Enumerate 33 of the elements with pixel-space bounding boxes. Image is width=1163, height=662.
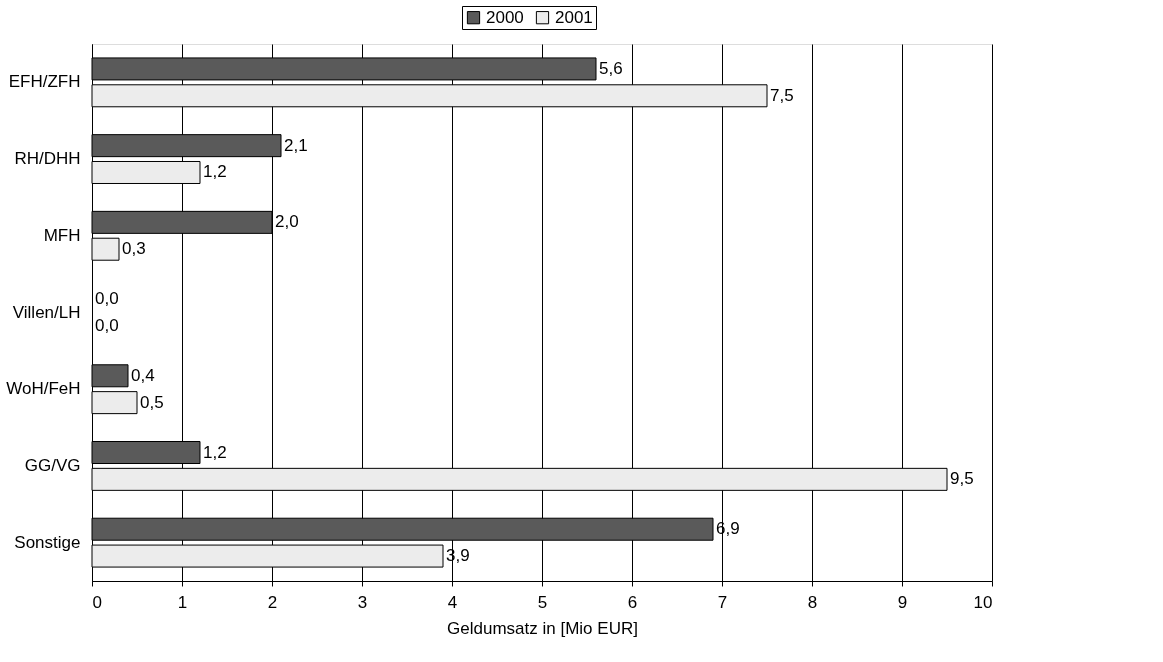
x-tick-label: 10 bbox=[973, 592, 993, 612]
data-label: 0,4 bbox=[131, 365, 155, 385]
data-label: 0,5 bbox=[140, 392, 164, 412]
x-tick-label: 1 bbox=[177, 592, 188, 612]
data-label: 9,5 bbox=[950, 469, 974, 489]
y-tick-label: WoH/FeH bbox=[6, 379, 81, 399]
x-tick-label: 6 bbox=[627, 592, 638, 612]
data-label: 2,0 bbox=[275, 212, 299, 232]
y-tick-label: Sonstige bbox=[14, 532, 81, 552]
data-label: 0,3 bbox=[122, 239, 146, 259]
x-tick-label: 9 bbox=[897, 592, 908, 612]
data-label: 1,2 bbox=[203, 162, 227, 182]
x-tick-label: 5 bbox=[537, 592, 548, 612]
x-axis-title: Geldumsatz in [Mio EUR] bbox=[447, 618, 638, 638]
x-tick-label: 8 bbox=[807, 592, 818, 612]
data-label: 7,5 bbox=[770, 85, 794, 105]
x-tick-label: 7 bbox=[717, 592, 728, 612]
data-label: 5,6 bbox=[599, 58, 623, 78]
x-tick-label: 0 bbox=[92, 592, 102, 612]
data-label: 0,0 bbox=[95, 289, 119, 309]
x-tick-label: 2 bbox=[267, 592, 278, 612]
y-tick-label: EFH/ZFH bbox=[8, 72, 81, 92]
data-label: 0,0 bbox=[95, 315, 119, 335]
legend-label: 2000 bbox=[486, 7, 524, 27]
data-label: 1,2 bbox=[203, 442, 227, 462]
y-tick-label: GG/VG bbox=[24, 455, 81, 475]
legend-label: 2001 bbox=[555, 7, 593, 27]
y-tick-label: Villen/LH bbox=[12, 302, 81, 322]
x-tick-label: 3 bbox=[357, 592, 368, 612]
y-tick-label: RH/DHH bbox=[14, 149, 81, 169]
x-tick-label: 4 bbox=[447, 592, 458, 612]
y-tick-label: MFH bbox=[43, 225, 81, 245]
data-label: 2,1 bbox=[284, 135, 308, 155]
